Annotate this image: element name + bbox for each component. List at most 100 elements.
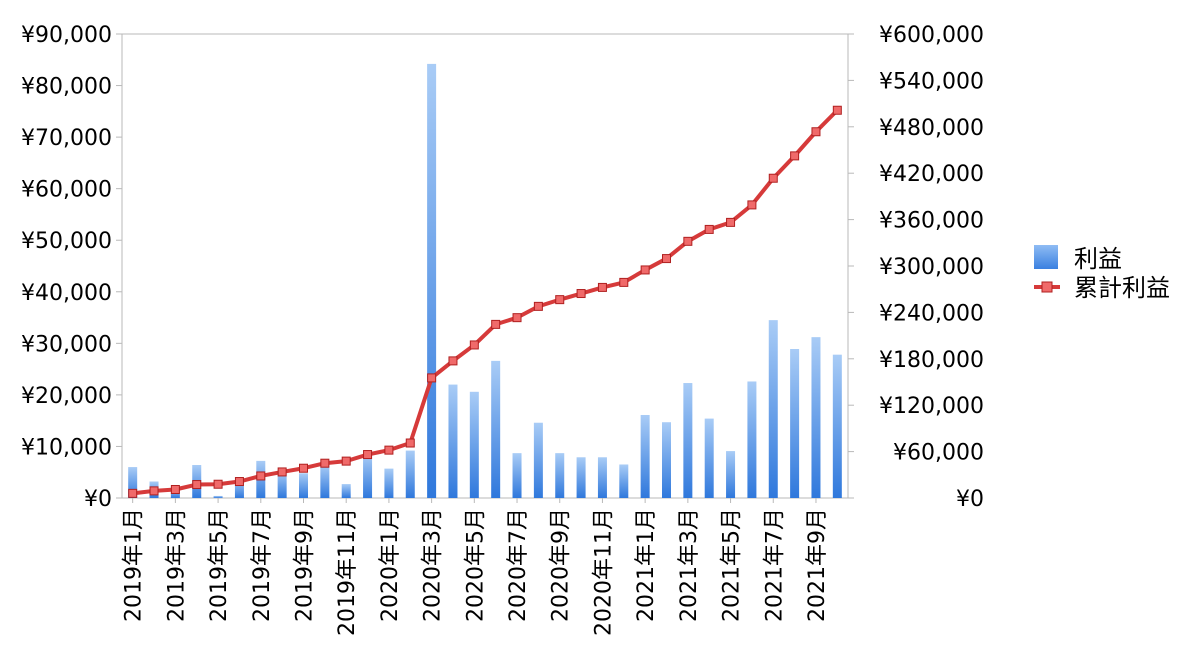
bar-2019年10月 (320, 464, 330, 498)
line-marker-2020年7月 (512, 313, 522, 323)
cumulative-line (132, 108, 839, 496)
bar-2020年9月 (555, 453, 565, 498)
bar-2019年6月 (234, 479, 244, 498)
line-marker-2021年3月 (683, 236, 693, 246)
bar-2019年12月 (363, 454, 373, 498)
right-tick-label: ¥480,000 (879, 116, 984, 141)
left-tick-label: ¥30,000 (21, 332, 112, 357)
bar-2020年2月 (405, 450, 415, 498)
bar-2021年5月 (726, 451, 736, 498)
line-marker-2019年6月 (234, 477, 244, 487)
line-marker-2019年1月 (128, 488, 138, 498)
line-marker-2020年2月 (405, 438, 415, 448)
left-tick-label: ¥70,000 (21, 126, 112, 151)
bar-2021年8月 (790, 349, 800, 498)
bar-2021年6月 (747, 381, 757, 498)
bar-2020年10月 (576, 457, 586, 498)
line-marker-2019年5月 (213, 479, 223, 489)
bar-2019年9月 (299, 473, 308, 498)
line-marker-2019年10月 (320, 458, 330, 468)
right-tick-label: ¥120,000 (879, 394, 984, 419)
line-marker-2020年1月 (384, 445, 394, 455)
bar-2021年4月 (704, 418, 714, 498)
right-tick-label: ¥420,000 (879, 162, 984, 187)
plot-frame (121, 33, 849, 499)
line-marker-2019年3月 (170, 484, 180, 494)
x-tick-label: 2020年9月 (549, 508, 574, 622)
bar-2020年8月 (533, 422, 543, 498)
right-y-axis: ¥0 ¥60,000 ¥120,000 ¥180,000 ¥240,000 ¥300,00… (848, 23, 984, 512)
left-tick-label: ¥60,000 (21, 178, 112, 203)
x-tick-label: 2020年7月 (506, 508, 531, 622)
x-tick-label: 2019年7月 (250, 508, 275, 622)
x-tick-label: 2021年9月 (805, 508, 830, 622)
plot-area (121, 33, 849, 499)
x-tick-label: 2020年1月 (378, 508, 403, 622)
line-series (128, 105, 842, 498)
x-tick-label: 2019年1月 (122, 508, 147, 622)
line-marker-2019年2月 (149, 486, 159, 496)
right-tick-label: ¥180,000 (879, 348, 984, 373)
bar-2019年5月 (213, 495, 223, 498)
x-tick-label: 2019年9月 (293, 508, 318, 622)
line-marker-2020年9月 (555, 295, 565, 305)
line-marker-2019年12月 (363, 450, 373, 460)
bar-2020年5月 (469, 391, 479, 498)
x-tick-label: 2020年5月 (463, 508, 488, 622)
x-tick-label: 2019年5月 (207, 508, 232, 622)
line-marker-2021年7月 (768, 173, 778, 183)
legend-bar-swatch (1034, 245, 1058, 269)
right-tick-label: ¥360,000 (879, 209, 984, 234)
left-tick-label: ¥10,000 (21, 435, 112, 460)
right-tick-label: ¥0 (956, 487, 984, 512)
x-tick-label: 2021年1月 (634, 508, 659, 622)
line-marker-2020年3月 (427, 373, 437, 383)
line-marker-2021年10月 (832, 105, 842, 115)
bar-2019年8月 (277, 471, 287, 498)
left-tick-label: ¥0 (84, 487, 112, 512)
line-marker-2019年8月 (277, 467, 287, 477)
bar-series (128, 63, 842, 498)
left-tick-label: ¥80,000 (21, 75, 112, 100)
bar-2019年1月 (128, 467, 138, 498)
line-marker-2019年9月 (299, 463, 308, 473)
bar-2021年3月 (683, 383, 693, 498)
bar-2021年7月 (768, 320, 778, 498)
bar-2021年2月 (662, 422, 671, 498)
x-tick-label: 2019年11月 (335, 508, 360, 636)
bar-2020年3月 (427, 63, 437, 498)
bar-2020年7月 (512, 453, 522, 498)
right-tick-label: ¥600,000 (879, 23, 984, 48)
line-marker-2020年6月 (491, 319, 501, 329)
bar-2020年12月 (619, 464, 629, 498)
left-y-axis: ¥0 ¥10,000 ¥20,000 ¥30,000 ¥40,000 ¥50,000 ¥60… (21, 23, 122, 512)
x-tick-label: 2019年3月 (164, 508, 189, 622)
bar-2020年4月 (448, 384, 458, 498)
line-marker-2020年10月 (576, 289, 586, 299)
left-tick-label: ¥50,000 (21, 229, 112, 254)
right-tick-label: ¥240,000 (879, 301, 984, 326)
right-tick-label: ¥540,000 (879, 69, 984, 94)
bar-2019年11月 (341, 484, 351, 498)
x-tick-label: 2020年11月 (591, 508, 616, 636)
line-marker-2019年7月 (256, 471, 266, 481)
line-marker-2021年5月 (726, 217, 736, 227)
line-marker-2020年12月 (619, 277, 629, 287)
line-marker-2019年11月 (341, 456, 351, 466)
legend-label-cumulative: 累計利益 (1074, 274, 1170, 302)
bar-2021年10月 (832, 354, 842, 498)
x-tick-label: 2021年5月 (720, 508, 745, 622)
bar-2021年9月 (811, 337, 821, 498)
line-marker-2020年4月 (448, 356, 458, 366)
bar-2020年11月 (597, 457, 607, 498)
bar-2021年1月 (640, 414, 650, 498)
line-marker-2020年11月 (597, 282, 607, 292)
line-marker-2021年1月 (640, 265, 650, 275)
left-tick-label: ¥40,000 (21, 281, 112, 306)
line-marker-2021年4月 (704, 224, 714, 234)
line-marker-2019年4月 (192, 480, 202, 490)
line-marker-2021年6月 (747, 200, 757, 210)
line-marker-2021年2月 (662, 254, 671, 264)
